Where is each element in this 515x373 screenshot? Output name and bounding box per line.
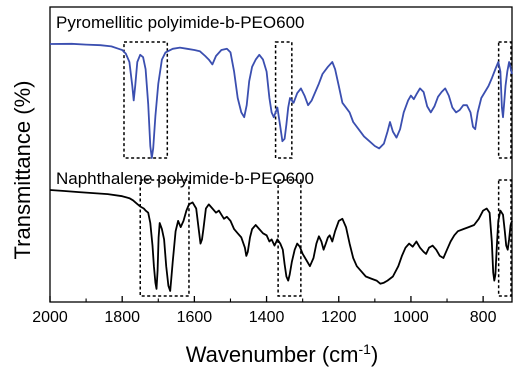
annotation-box-upper-2	[497, 41, 512, 159]
x-axis-title-main: Wavenumber (cm	[186, 342, 359, 367]
x-tick-label-1400: 1400	[249, 309, 285, 326]
series-line-pyromellitic	[49, 42, 513, 159]
x-tick-label-1800: 1800	[104, 309, 140, 326]
annotation-box-upper-0	[123, 41, 169, 159]
x-tick-label-2000: 2000	[32, 309, 68, 326]
x-axis-title-close: )	[371, 342, 378, 367]
x-tick-label-1600: 1600	[177, 309, 213, 326]
x-axis-ticks: 2000 1800 1600 1400 1200 1000 800	[32, 296, 497, 326]
y-axis-title: Transmittance (%)	[10, 81, 35, 260]
annotation-boxes	[123, 41, 512, 297]
annotation-box-lower-3	[139, 179, 190, 297]
series-label-pyromellitic: Pyromellitic polyimide-b-PEO600	[56, 13, 304, 32]
series-lines	[49, 42, 513, 292]
annotation-box-lower-5	[497, 179, 512, 297]
plot-border	[49, 6, 513, 303]
series-label-naphthalene: Naphthalene polyimide-b-PEO600	[56, 169, 314, 188]
annotation-box-lower-4	[277, 179, 302, 297]
x-tick-label-1200: 1200	[321, 309, 357, 326]
plot-frame	[49, 6, 513, 303]
x-tick-label-800: 800	[470, 309, 497, 326]
x-axis-title-superscript: -1	[359, 341, 372, 357]
x-tick-label-1000: 1000	[393, 309, 429, 326]
series-line-naphthalene	[49, 189, 513, 292]
x-axis-title: Wavenumber (cm-1)	[186, 341, 379, 367]
